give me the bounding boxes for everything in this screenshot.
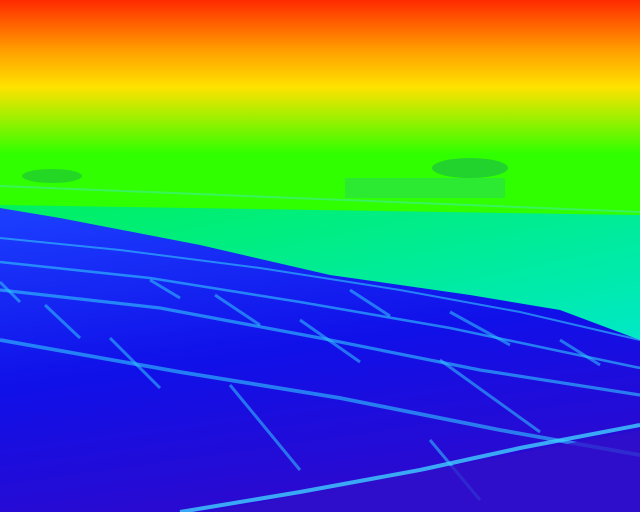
distant-building (345, 178, 505, 198)
distant-tree-left (22, 169, 82, 183)
distant-tree-right (432, 158, 508, 178)
